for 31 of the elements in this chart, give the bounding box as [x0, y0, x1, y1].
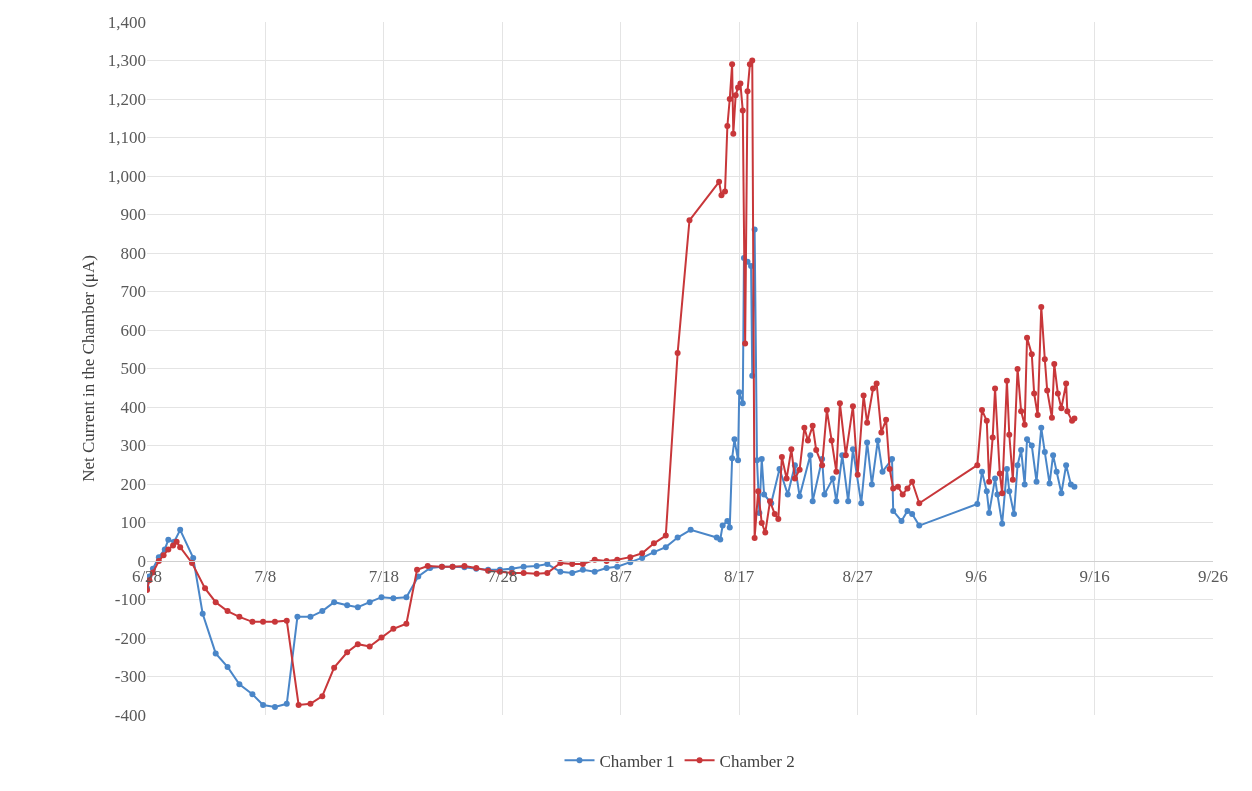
y-tick-label: -400 [114, 705, 146, 725]
x-tick-label: 8/7 [609, 567, 633, 587]
y-tick-label: 0 [137, 551, 146, 571]
y-tick-label: -100 [114, 590, 146, 610]
x-tick-label: 7/18 [368, 567, 400, 587]
y-tick-label: 1,400 [107, 12, 146, 32]
y-tick-label: 600 [120, 320, 146, 340]
y-tick-label: 500 [120, 359, 146, 379]
y-tick-label: -200 [114, 628, 146, 648]
y-tick-label: 900 [120, 205, 146, 225]
y-tick-label: 1,000 [107, 166, 146, 186]
x-tick-label: 9/6 [965, 567, 987, 587]
x-tick-label: 7/28 [487, 567, 518, 587]
y-tick-label: 300 [120, 436, 146, 456]
y-tick-label: 1,300 [107, 51, 146, 71]
x-tick-label: 8/27 [842, 567, 874, 587]
y-tick-label: 800 [120, 243, 146, 263]
y-tick-label: 700 [120, 282, 146, 302]
y-tick-label: -300 [114, 667, 146, 687]
x-tick-label: 8/17 [724, 567, 755, 587]
legend-label: Chamber 2 [719, 751, 795, 771]
y-axis-title: Net Current in the Chamber (μA) [79, 255, 99, 482]
x-tick-label: 7/8 [254, 567, 277, 587]
legend-label: Chamber 1 [599, 751, 675, 771]
y-tick-label: 1,100 [107, 128, 146, 148]
x-tick-label: 9/26 [1197, 567, 1229, 587]
y-tick-label: 100 [120, 513, 146, 533]
x-tick-label: 9/16 [1079, 567, 1110, 587]
y-tick-label: 400 [120, 397, 146, 417]
y-tick-label: 200 [120, 474, 146, 494]
y-tick-label: 1,200 [107, 89, 146, 109]
